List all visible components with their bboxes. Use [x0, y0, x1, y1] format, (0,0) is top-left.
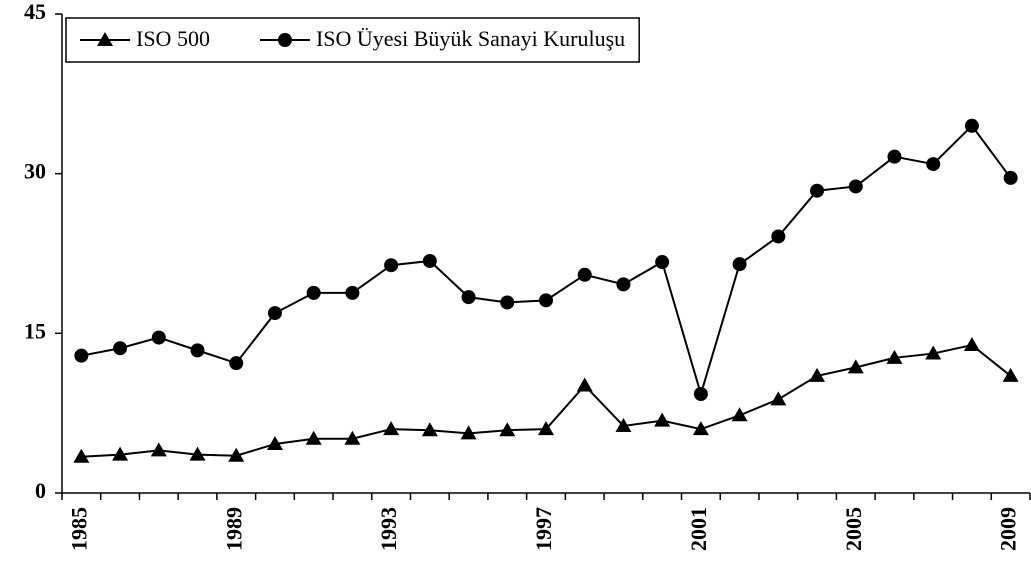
y-tick-label: 15 [24, 318, 46, 343]
data-point [383, 421, 400, 436]
data-point [848, 179, 863, 194]
data-point [344, 430, 361, 445]
data-point [847, 359, 864, 374]
data-point [771, 229, 786, 244]
data-point [267, 306, 282, 321]
y-tick-label: 45 [24, 0, 46, 24]
data-point [576, 377, 593, 392]
data-point [809, 367, 826, 382]
data-point [460, 425, 477, 440]
data-point [73, 448, 90, 463]
data-point [306, 285, 321, 300]
data-point [539, 293, 553, 308]
x-tick-label: 1997 [531, 507, 556, 551]
data-point [926, 157, 941, 172]
legend-label: ISO 500 [136, 26, 210, 51]
data-point [577, 267, 592, 282]
x-tick-label: 2001 [686, 507, 711, 551]
y-tick-label: 30 [24, 159, 46, 184]
data-point [654, 412, 671, 427]
data-point [964, 118, 979, 133]
data-point [305, 430, 322, 445]
data-point [190, 343, 205, 358]
data-point [150, 442, 167, 457]
data-point [499, 422, 516, 437]
data-point [693, 387, 708, 402]
data-point [151, 330, 166, 345]
data-point [74, 348, 89, 363]
legend-box [65, 17, 640, 63]
x-tick-label: 1993 [376, 507, 401, 551]
data-point [422, 253, 437, 268]
data-point [616, 277, 631, 292]
data-point [615, 417, 632, 432]
x-tick-label: 2009 [996, 507, 1021, 551]
data-point [500, 295, 515, 310]
data-point [421, 422, 438, 437]
data-point [1002, 367, 1019, 382]
data-point [692, 421, 709, 436]
data-point [770, 391, 787, 406]
data-point [655, 255, 670, 270]
data-point [731, 407, 748, 422]
data-point [732, 257, 747, 272]
data-point [461, 290, 476, 305]
data-point [112, 446, 129, 461]
data-point [228, 447, 245, 462]
data-point [925, 345, 942, 360]
data-point [345, 285, 360, 300]
data-point [266, 436, 283, 451]
x-tick-label: 1989 [221, 507, 246, 551]
data-point [1003, 170, 1018, 185]
data-point [887, 149, 902, 164]
y-tick-label: 0 [35, 478, 46, 503]
x-tick-label: 1985 [66, 507, 91, 551]
x-tick-label: 2005 [841, 507, 866, 551]
data-point [384, 258, 399, 273]
data-point [113, 341, 128, 356]
data-point [963, 337, 980, 352]
data-point [810, 183, 825, 198]
data-point [189, 446, 206, 461]
series-line [81, 343, 1012, 458]
legend-marker [97, 32, 113, 46]
data-point [229, 356, 244, 371]
legend-label: ISO Üyesi Büyük Sanayi Kuruluşu [316, 26, 625, 51]
data-point [538, 421, 554, 436]
legend-marker [277, 33, 292, 47]
legend: ISO 500 ISO Üyesi Büyük Sanayi Kuruluşu [65, 17, 640, 63]
series-line [81, 124, 1012, 398]
data-point [886, 349, 903, 364]
